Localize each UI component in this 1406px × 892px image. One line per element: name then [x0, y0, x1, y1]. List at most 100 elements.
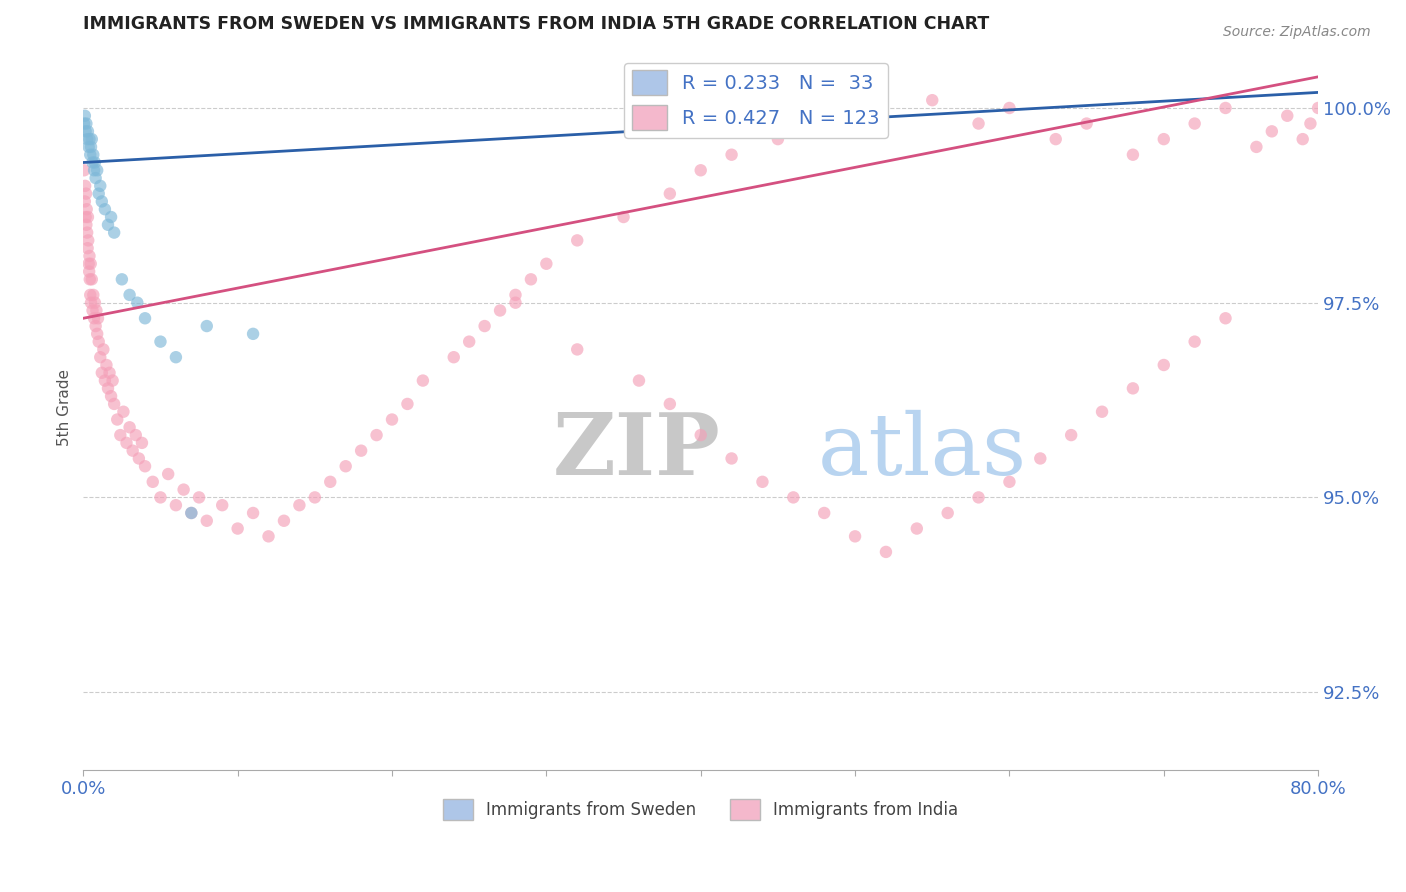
- Point: [75, 186, 97, 201]
- Point: [79, 147, 101, 161]
- Point: [100, 210, 122, 224]
- Point: [77, 140, 100, 154]
- Point: [319, 475, 342, 489]
- Point: [103, 397, 125, 411]
- Point: [1122, 147, 1144, 161]
- Point: [489, 303, 512, 318]
- Point: [458, 334, 481, 349]
- Point: [77, 124, 100, 138]
- Point: [90, 366, 112, 380]
- Point: [77, 233, 100, 247]
- Point: [412, 374, 434, 388]
- Point: [921, 93, 943, 107]
- Point: [76, 241, 98, 255]
- Point: [195, 319, 218, 334]
- Point: [751, 475, 773, 489]
- Point: [165, 498, 187, 512]
- Point: [89, 178, 111, 193]
- Point: [998, 475, 1021, 489]
- Point: [658, 397, 681, 411]
- Point: [1076, 117, 1098, 131]
- Point: [76, 226, 98, 240]
- Point: [689, 428, 711, 442]
- Point: [76, 202, 98, 217]
- Point: [766, 132, 789, 146]
- Point: [105, 412, 128, 426]
- Point: [97, 381, 120, 395]
- Point: [94, 202, 117, 217]
- Point: [131, 436, 153, 450]
- Point: [86, 326, 108, 341]
- Point: [73, 109, 96, 123]
- Point: [83, 155, 105, 169]
- Point: [73, 117, 96, 131]
- Point: [118, 420, 141, 434]
- Point: [76, 132, 98, 146]
- Point: [97, 218, 120, 232]
- Point: [536, 257, 558, 271]
- Point: [366, 428, 388, 442]
- Point: [1060, 428, 1083, 442]
- Point: [82, 147, 104, 161]
- Point: [82, 303, 104, 318]
- Point: [720, 147, 742, 161]
- Point: [121, 443, 143, 458]
- Point: [75, 117, 97, 131]
- Point: [134, 459, 156, 474]
- Point: [195, 514, 218, 528]
- Point: [1299, 117, 1322, 131]
- Point: [165, 350, 187, 364]
- Point: [79, 272, 101, 286]
- Point: [82, 155, 104, 169]
- Point: [82, 288, 104, 302]
- Point: [1122, 381, 1144, 395]
- Point: [1261, 124, 1284, 138]
- Point: [73, 194, 96, 209]
- Point: [110, 428, 132, 442]
- Point: [304, 491, 326, 505]
- Point: [75, 210, 97, 224]
- Point: [103, 226, 125, 240]
- Point: [134, 311, 156, 326]
- Point: [720, 451, 742, 466]
- Point: [89, 350, 111, 364]
- Point: [80, 257, 103, 271]
- Point: [77, 264, 100, 278]
- Point: [797, 117, 820, 131]
- Point: [125, 428, 148, 442]
- Point: [350, 443, 373, 458]
- Point: [1292, 132, 1315, 146]
- Point: [87, 186, 110, 201]
- Point: [443, 350, 465, 364]
- Point: [157, 467, 180, 481]
- Point: [173, 483, 195, 497]
- Text: ZIP: ZIP: [553, 409, 720, 493]
- Point: [149, 491, 172, 505]
- Point: [77, 210, 100, 224]
- Text: IMMIGRANTS FROM SWEDEN VS IMMIGRANTS FROM INDIA 5TH GRADE CORRELATION CHART: IMMIGRANTS FROM SWEDEN VS IMMIGRANTS FRO…: [83, 15, 990, 33]
- Point: [180, 506, 202, 520]
- Legend: Immigrants from Sweden, Immigrants from India: Immigrants from Sweden, Immigrants from …: [436, 792, 965, 827]
- Point: [80, 272, 103, 286]
- Point: [1277, 109, 1299, 123]
- Point: [80, 132, 103, 146]
- Point: [115, 436, 138, 450]
- Point: [94, 374, 117, 388]
- Point: [905, 522, 928, 536]
- Point: [689, 163, 711, 178]
- Point: [83, 295, 105, 310]
- Point: [1029, 451, 1052, 466]
- Point: [83, 163, 105, 178]
- Point: [505, 295, 527, 310]
- Point: [75, 124, 97, 138]
- Point: [98, 366, 121, 380]
- Point: [612, 210, 634, 224]
- Point: [79, 249, 101, 263]
- Point: [288, 498, 311, 512]
- Point: [75, 218, 97, 232]
- Point: [79, 288, 101, 302]
- Point: [128, 451, 150, 466]
- Point: [77, 257, 100, 271]
- Point: [226, 522, 249, 536]
- Point: [1215, 101, 1237, 115]
